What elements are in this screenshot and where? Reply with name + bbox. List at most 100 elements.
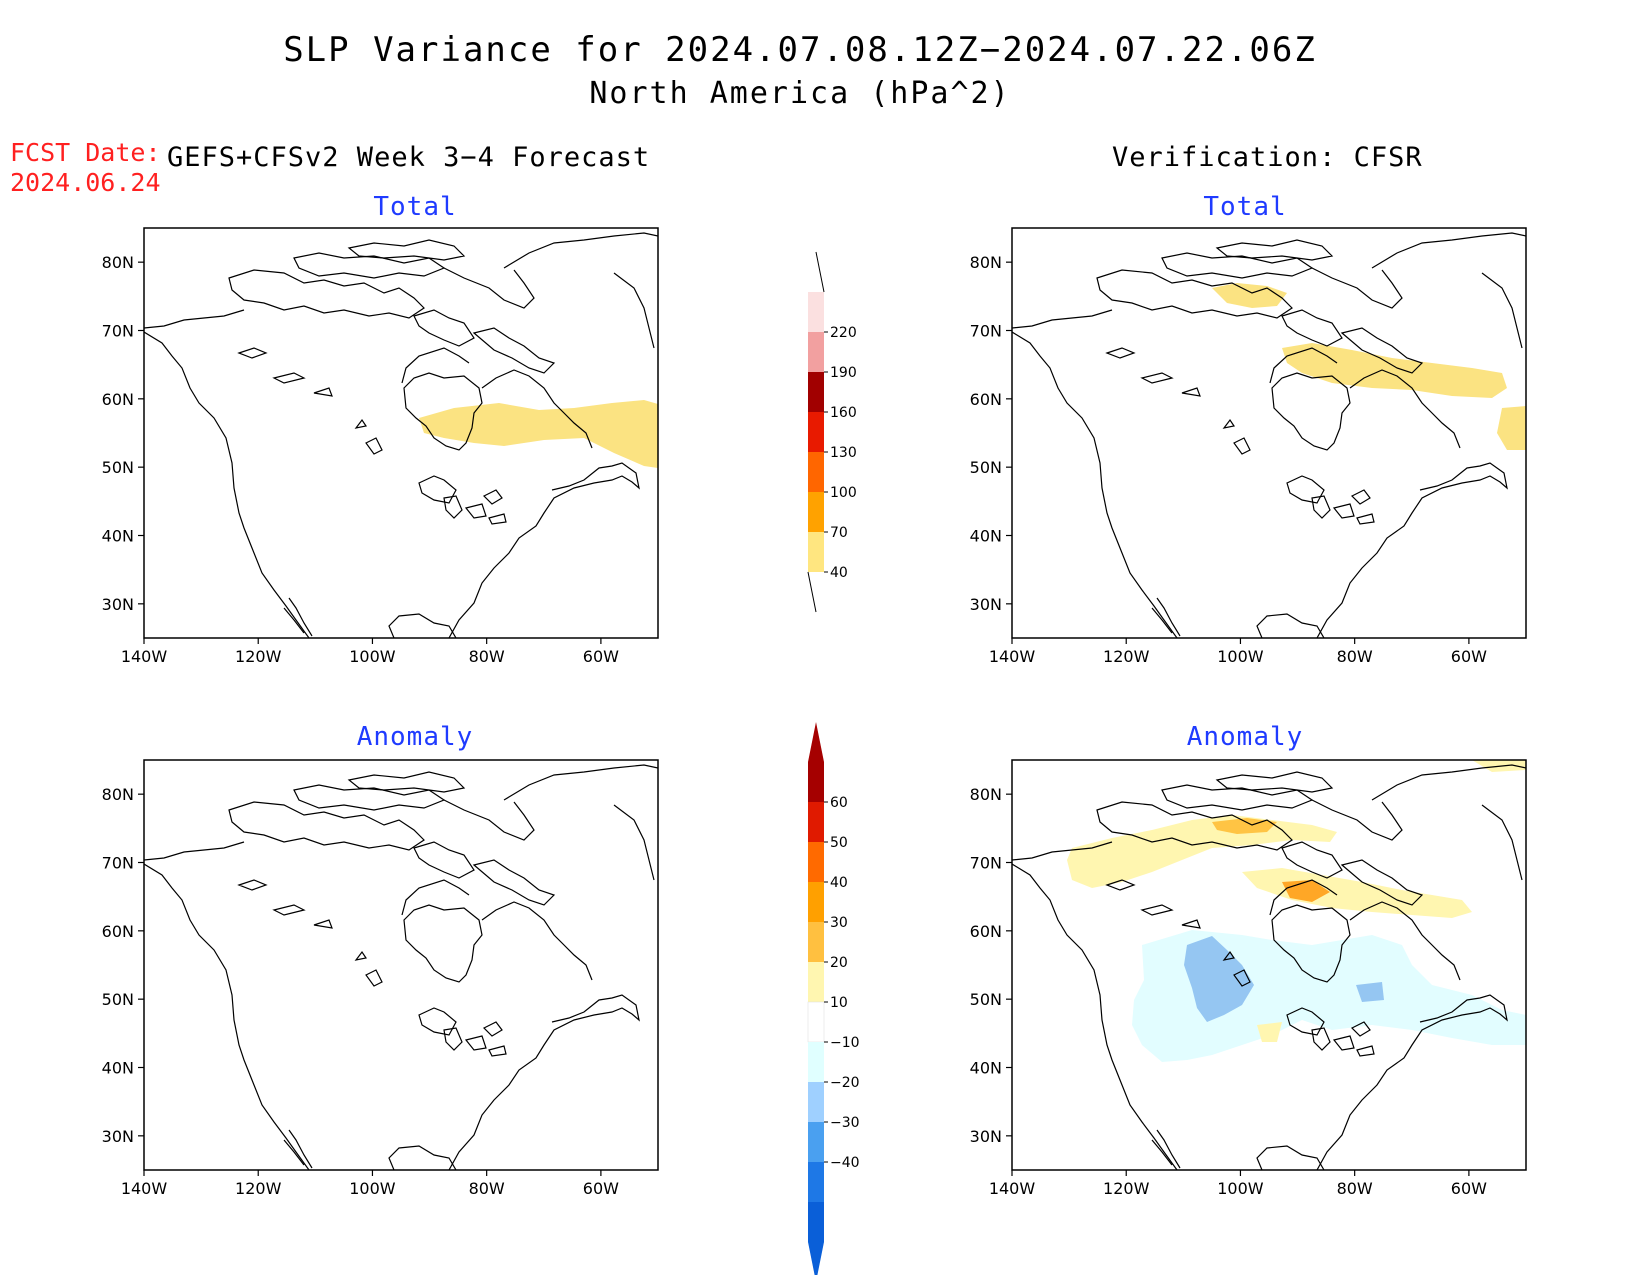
colorbar-anomaly-box xyxy=(808,1042,824,1082)
map-panel-forecast-anomaly xyxy=(143,759,659,1171)
lat-tick-label: 80N xyxy=(102,253,134,272)
panel-title-forecast-total: Total xyxy=(373,192,457,222)
map-frame xyxy=(143,227,659,639)
lon-tick-label: 100W xyxy=(1217,647,1264,666)
colorbar-anomaly-label: 40 xyxy=(830,875,848,891)
lat-tick-label: 30N xyxy=(970,1127,1002,1146)
colorbar-anomaly-box xyxy=(808,1162,824,1202)
map-panel-verification-anomaly xyxy=(1011,759,1527,1171)
colorbar-anomaly-label: 20 xyxy=(830,955,848,971)
shading-anom-neg-20-30 xyxy=(1184,936,1254,1022)
colorbar-total-arrows xyxy=(807,251,825,613)
lon-tick-label: 60W xyxy=(583,647,619,666)
forecast-date-block: FCST Date: 2024.06.24 xyxy=(10,138,161,198)
lon-tick-label: 140W xyxy=(989,647,1036,666)
colorbar-total: 40 70 100 130 160 190 220 xyxy=(807,251,857,613)
panel-title-verification-total: Total xyxy=(1203,192,1287,222)
lat-tick-label: 70N xyxy=(102,322,134,341)
colorbar-anomaly-box xyxy=(808,882,824,922)
colorbar-anomaly-label: −40 xyxy=(830,1155,860,1171)
colorbar-anomaly-box xyxy=(808,1202,824,1242)
lon-tick-label: 140W xyxy=(121,1179,168,1198)
colorbar-anomaly-label: 10 xyxy=(830,995,848,1011)
colorbar-anomaly-box xyxy=(808,1122,824,1162)
colorbar-anomaly-box xyxy=(808,922,824,962)
lat-tick-label: 40N xyxy=(102,1059,134,1078)
shading-anom-10-20-lakes xyxy=(1257,1022,1282,1042)
colorbar-total-box xyxy=(808,452,824,492)
colorbar-total-label: 160 xyxy=(830,405,857,421)
shading-anom-10-20-arctic xyxy=(1067,815,1337,888)
lat-tick-label: 60N xyxy=(102,922,134,941)
lat-tick-label: 30N xyxy=(102,595,134,614)
lon-tick-label: 140W xyxy=(989,1179,1036,1198)
lon-tick-label: 140W xyxy=(121,647,168,666)
lat-tick-label: 50N xyxy=(970,990,1002,1009)
lon-tick-label: 120W xyxy=(235,647,282,666)
map-frame xyxy=(143,759,659,1171)
lat-tick-label: 60N xyxy=(102,390,134,409)
map-panel-verification-total xyxy=(1011,227,1527,639)
lon-tick-label: 120W xyxy=(1103,1179,1150,1198)
lon-tick-label: 100W xyxy=(349,647,396,666)
lat-tick-label: 60N xyxy=(970,922,1002,941)
colorbar-total-label: 190 xyxy=(830,365,857,381)
lat-tick-label: 80N xyxy=(970,785,1002,804)
panel-title-forecast-anomaly: Anomaly xyxy=(356,722,474,752)
colorbar-total-box xyxy=(808,332,824,372)
lat-tick-label: 40N xyxy=(970,1059,1002,1078)
shading-total-40-70-east xyxy=(1497,406,1526,450)
lon-tick-label: 120W xyxy=(1103,647,1150,666)
colorbar-anomaly-label: 50 xyxy=(830,835,848,851)
colorbar-total-box xyxy=(808,292,824,332)
lat-tick-label: 70N xyxy=(970,322,1002,341)
map-panel-forecast-total xyxy=(143,227,659,639)
lon-tick-label: 80W xyxy=(469,1179,505,1198)
colorbar-total-box xyxy=(808,532,824,572)
forecast-column-title: GEFS+CFSv2 Week 3−4 Forecast xyxy=(167,142,651,173)
page-title: SLP Variance for 2024.07.08.12Z−2024.07.… xyxy=(283,30,1317,70)
lon-tick-label: 80W xyxy=(1337,1179,1373,1198)
colorbar-anomaly-bottom-arrow xyxy=(808,1242,824,1275)
verification-column-title: Verification: CFSR xyxy=(1112,142,1423,173)
colorbar-total-label: 70 xyxy=(830,525,848,541)
lat-tick-label: 60N xyxy=(970,390,1002,409)
shading-total-40-70 xyxy=(419,400,658,468)
lon-tick-label: 60W xyxy=(1451,647,1487,666)
colorbar-anomaly-box xyxy=(808,962,824,1002)
colorbar-total-label: 100 xyxy=(830,485,857,501)
colorbar-total-box xyxy=(808,412,824,452)
colorbar-anomaly-label: −20 xyxy=(830,1075,860,1091)
map-frame xyxy=(1011,759,1527,1171)
shading-anom-neg-20-30-small xyxy=(1356,982,1384,1002)
lat-tick-label: 70N xyxy=(102,854,134,873)
axes-layer: 80N 70N 60N 50N 40N 30N 140W 120W 100W 80W 60W 80N 7… xyxy=(102,253,1487,1198)
colorbar-anomaly-box xyxy=(808,802,824,842)
shading-anom-10-20-hudson xyxy=(1242,868,1472,918)
colorbar-total-label: 130 xyxy=(830,445,857,461)
lon-tick-label: 120W xyxy=(235,1179,282,1198)
panel-title-verification-anomaly: Anomaly xyxy=(1186,722,1304,752)
map-frame xyxy=(1011,227,1527,639)
colorbar-anomaly-top-arrow xyxy=(808,722,824,762)
colorbar-anomaly-box xyxy=(808,842,824,882)
shading-total-40-70-hudson xyxy=(1282,343,1507,398)
colorbar-total-box xyxy=(808,492,824,532)
colorbar-anomaly-label: 30 xyxy=(830,915,848,931)
lon-tick-label: 80W xyxy=(469,647,505,666)
colorbar-anomaly-label: −10 xyxy=(830,1035,860,1051)
lat-tick-label: 80N xyxy=(970,253,1002,272)
colorbar-anomaly-box xyxy=(807,1001,825,1043)
colorbar-total-box xyxy=(808,372,824,412)
lon-tick-label: 60W xyxy=(1451,1179,1487,1198)
lat-tick-label: 40N xyxy=(102,527,134,546)
colorbar-anomaly-label: −30 xyxy=(830,1115,860,1131)
shading-total-40-70-arctic xyxy=(1212,283,1287,308)
lat-tick-label: 50N xyxy=(970,458,1002,477)
lat-tick-label: 70N xyxy=(970,854,1002,873)
colorbar-anomaly-label: 60 xyxy=(830,795,848,811)
lon-tick-label: 60W xyxy=(583,1179,619,1198)
colorbar-anomaly-box xyxy=(808,762,824,802)
lat-tick-label: 40N xyxy=(970,527,1002,546)
